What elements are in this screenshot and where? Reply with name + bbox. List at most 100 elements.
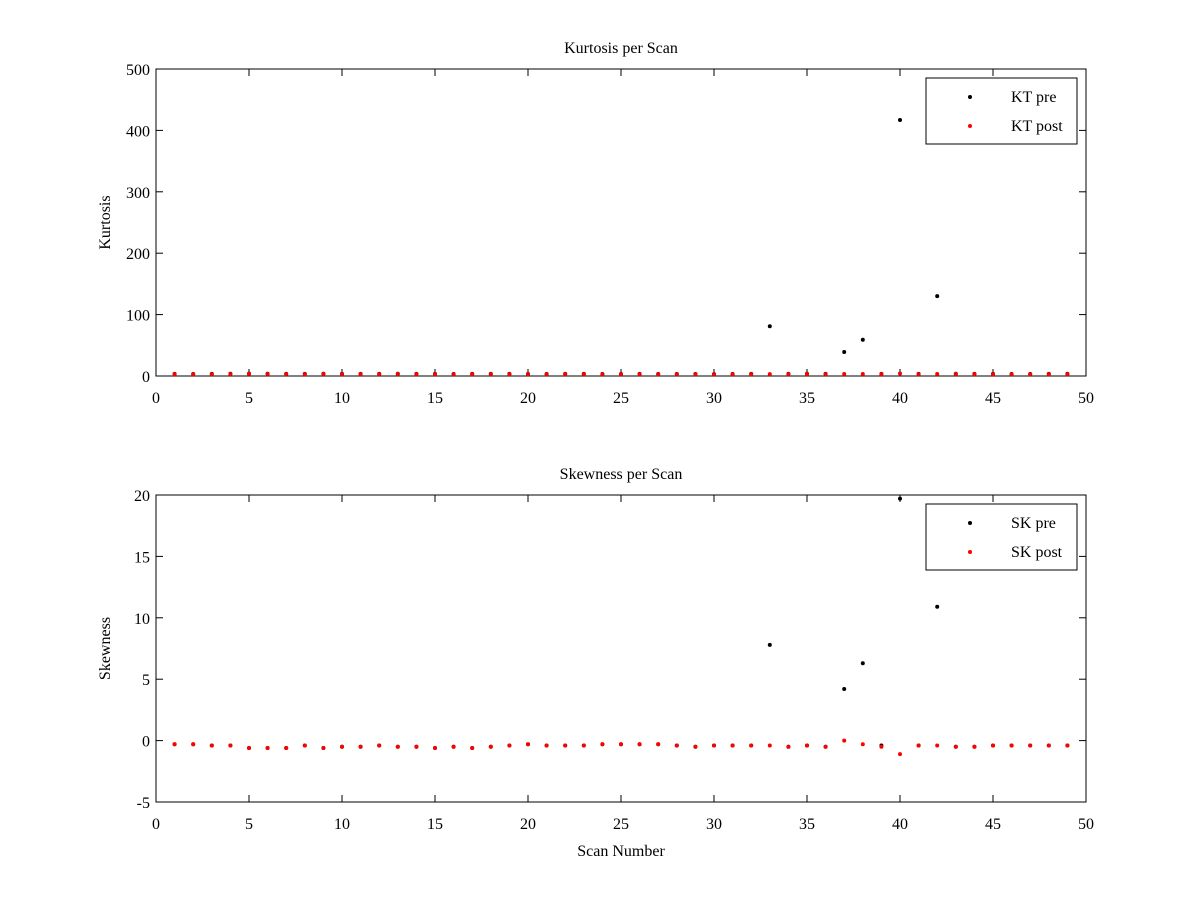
legend-entry-label: KT post [1011, 118, 1063, 135]
data-point [935, 294, 940, 299]
data-point [953, 372, 958, 376]
x-tick-label: 40 [892, 816, 908, 833]
data-point [693, 744, 698, 749]
data-point [972, 372, 977, 376]
data-point [470, 745, 475, 750]
x-tick-label: 30 [706, 390, 722, 407]
data-point [1046, 372, 1051, 376]
data-point [823, 372, 828, 376]
x-tick-label: 20 [520, 390, 536, 407]
x-tick-label: 15 [427, 816, 443, 833]
data-point [916, 372, 921, 376]
data-point [842, 687, 847, 692]
data-point [805, 372, 809, 376]
data-point [209, 372, 214, 376]
data-point [321, 745, 326, 750]
data-point [284, 745, 289, 750]
data-point [916, 743, 921, 748]
data-point [470, 372, 475, 376]
data-point [526, 372, 530, 376]
data-point [674, 743, 679, 748]
data-point [544, 743, 549, 748]
data-point [1028, 743, 1033, 748]
x-tick-label: 5 [245, 816, 253, 833]
data-point [860, 661, 865, 666]
y-tick-label: 400 [126, 123, 150, 140]
y-tick-label: 100 [126, 308, 150, 325]
data-point [935, 372, 940, 376]
data-point [600, 742, 605, 747]
x-tick-label: 40 [892, 390, 908, 407]
data-point [507, 372, 512, 376]
data-point [991, 743, 995, 748]
y-tick-label: 500 [126, 62, 150, 79]
data-point [340, 744, 344, 749]
data-point [395, 372, 400, 376]
data-point [935, 604, 940, 609]
series-post [172, 371, 1070, 376]
data-point [377, 372, 382, 376]
data-point [488, 744, 493, 749]
legend-marker [968, 521, 972, 525]
data-point [898, 117, 902, 122]
data-point [730, 743, 735, 748]
data-point [358, 372, 363, 376]
data-point [860, 372, 865, 376]
data-point [898, 496, 902, 501]
data-point [265, 371, 270, 376]
data-point [507, 743, 512, 748]
data-point [935, 743, 940, 748]
data-point [302, 743, 307, 748]
x-tick-label: 20 [520, 816, 536, 833]
data-point [247, 371, 251, 376]
data-point [879, 372, 884, 376]
x-tick-label: 25 [613, 390, 629, 407]
x-axis-label: Scan Number [577, 843, 665, 860]
x-tick-label: 0 [152, 390, 160, 407]
data-point [340, 372, 344, 376]
data-point [991, 372, 995, 376]
data-point [544, 372, 549, 376]
data-point [451, 744, 456, 749]
data-point [191, 742, 196, 747]
legend-entry-label: SK post [1011, 544, 1063, 561]
data-point [358, 744, 363, 749]
y-axis-label: Skewness [97, 617, 114, 680]
data-point [377, 743, 382, 748]
data-point [730, 372, 735, 376]
y-tick-label: 20 [134, 488, 150, 505]
data-point [823, 744, 828, 749]
y-tick-label: 0 [142, 369, 150, 386]
data-point [228, 743, 233, 748]
x-tick-label: 45 [985, 816, 1001, 833]
data-point [712, 372, 716, 376]
data-point [265, 745, 270, 750]
legend: KT pre KT post [925, 77, 1078, 145]
data-point [786, 744, 791, 749]
legend-entry-label: SK pre [1011, 515, 1056, 532]
data-point [172, 742, 177, 747]
y-tick-label: 200 [126, 246, 150, 263]
data-point [600, 372, 605, 376]
subplot-1: 0 5 10 15 20 25 30 35 40 45 500100200300400500Kurt… [97, 40, 1094, 407]
series-post [172, 738, 1070, 757]
data-point [1009, 743, 1014, 748]
x-tick-label: 50 [1078, 816, 1094, 833]
data-point [563, 743, 568, 748]
data-point [172, 372, 177, 376]
data-point [767, 372, 772, 376]
legend-marker [968, 124, 972, 128]
y-axis-label: Kurtosis [97, 195, 114, 249]
data-point [786, 372, 791, 376]
data-point [842, 371, 847, 376]
data-point [563, 372, 568, 376]
x-tick-label: 0 [152, 816, 160, 833]
data-point [712, 743, 716, 748]
data-point [302, 372, 307, 376]
data-point [395, 744, 400, 749]
data-point [842, 350, 847, 355]
data-point [842, 738, 847, 743]
data-point [637, 742, 642, 747]
